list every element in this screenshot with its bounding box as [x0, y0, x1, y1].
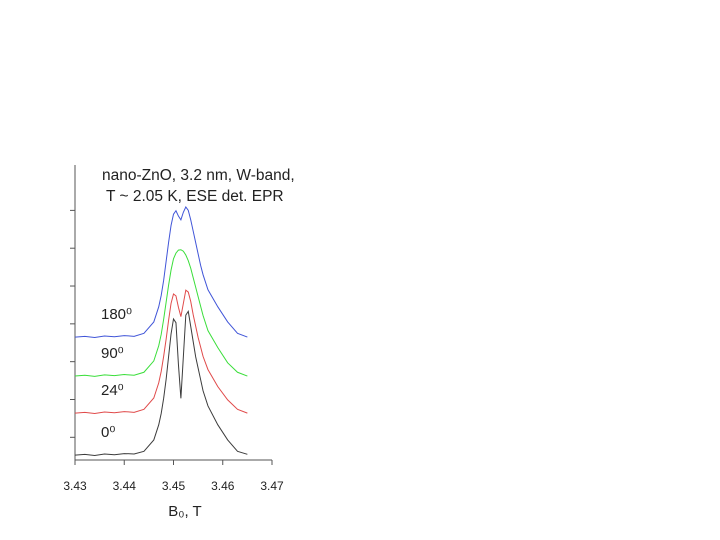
- x-tick-label: 3.44: [113, 479, 137, 493]
- chart-title: nano-ZnO, 3.2 nm, W-band,: [102, 167, 295, 184]
- x-axis-label: B₀, T: [168, 503, 201, 520]
- series-label: 90⁰: [101, 345, 124, 362]
- chart-title: T ~ 2.05 K, ESE det. EPR: [106, 188, 284, 205]
- series-line: [74, 249, 248, 377]
- series-label: 180⁰: [101, 306, 132, 323]
- x-tick-label: 3.43: [63, 479, 87, 493]
- series-line: [74, 289, 248, 414]
- x-tick-label: 3.47: [260, 479, 284, 493]
- series-label: 0⁰: [101, 424, 115, 441]
- x-tick-label: 3.45: [162, 479, 186, 493]
- series-label: 24⁰: [101, 382, 124, 399]
- x-tick-label: 3.46: [211, 479, 235, 493]
- series-line: [74, 310, 248, 456]
- series-line: [74, 205, 248, 338]
